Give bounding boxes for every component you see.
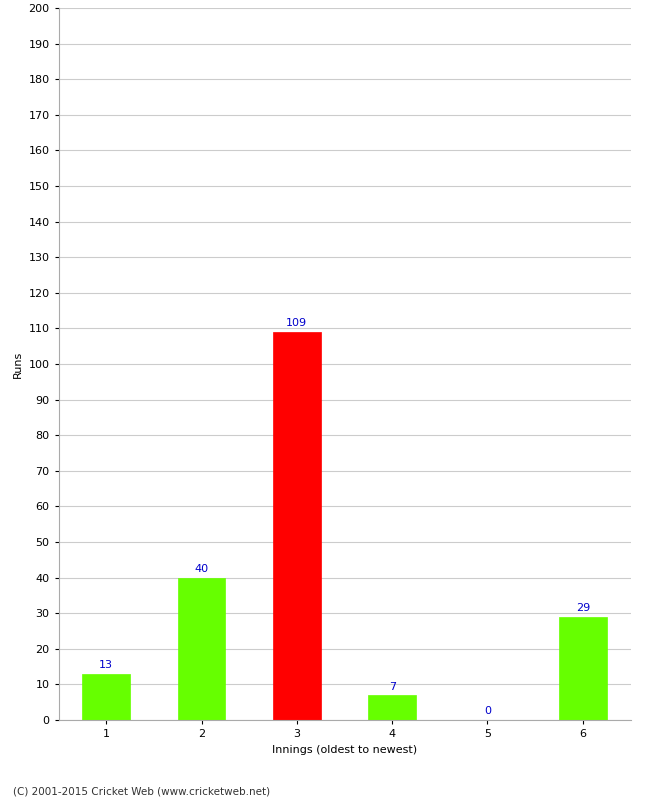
X-axis label: Innings (oldest to newest): Innings (oldest to newest): [272, 745, 417, 754]
Bar: [273, 332, 320, 720]
Text: 29: 29: [576, 603, 590, 613]
Text: 40: 40: [194, 564, 209, 574]
Bar: [83, 674, 130, 720]
Text: 13: 13: [99, 660, 113, 670]
Text: (C) 2001-2015 Cricket Web (www.cricketweb.net): (C) 2001-2015 Cricket Web (www.cricketwe…: [13, 786, 270, 796]
Text: 7: 7: [389, 682, 396, 691]
Bar: [559, 617, 606, 720]
Text: 0: 0: [484, 706, 491, 717]
Bar: [177, 578, 226, 720]
Y-axis label: Runs: Runs: [13, 350, 23, 378]
Text: 109: 109: [286, 318, 307, 328]
Bar: [369, 695, 416, 720]
